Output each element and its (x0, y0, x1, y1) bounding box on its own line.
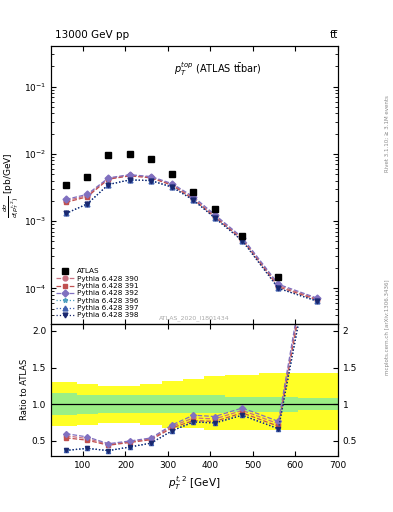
ATLAS (170, 171, 174, 177)
Line: Pythia 6.428 390: Pythia 6.428 390 (64, 173, 319, 301)
Pythia 6.428 390 (106, 176, 111, 182)
ATLAS (212, 206, 217, 212)
Line: Pythia 6.428 398: Pythia 6.428 398 (64, 178, 319, 304)
Pythia 6.428 392 (106, 175, 111, 181)
Line: Pythia 6.428 397: Pythia 6.428 397 (64, 178, 319, 304)
Pythia 6.428 391 (212, 214, 217, 220)
Pythia 6.428 396 (127, 177, 132, 183)
Pythia 6.428 391 (149, 175, 153, 181)
Pythia 6.428 391 (85, 194, 90, 200)
Pythia 6.428 391 (314, 296, 319, 303)
ATLAS (127, 152, 132, 158)
Pythia 6.428 396 (212, 215, 217, 221)
ATLAS (85, 174, 90, 180)
Pythia 6.428 391 (106, 176, 111, 182)
Text: 13000 GeV pp: 13000 GeV pp (55, 30, 129, 40)
Line: Pythia 6.428 392: Pythia 6.428 392 (64, 172, 319, 301)
ATLAS (106, 152, 111, 158)
Pythia 6.428 390 (64, 198, 68, 204)
Y-axis label: $\frac{d\sigma}{d(p_T^{t,2})}\ [\mathrm{pb/GeV}]$: $\frac{d\sigma}{d(p_T^{t,2})}\ [\mathrm{… (1, 152, 21, 218)
Pythia 6.428 398 (106, 181, 111, 187)
Pythia 6.428 396 (276, 285, 281, 291)
Pythia 6.428 392 (314, 295, 319, 301)
Pythia 6.428 391 (191, 197, 196, 203)
ATLAS (276, 273, 281, 280)
Pythia 6.428 390 (191, 195, 196, 201)
Pythia 6.428 397 (85, 201, 90, 207)
Text: tt̅: tt̅ (330, 30, 338, 40)
Pythia 6.428 392 (276, 281, 281, 287)
Pythia 6.428 391 (240, 237, 245, 243)
Pythia 6.428 392 (127, 172, 132, 178)
Pythia 6.428 396 (85, 201, 90, 207)
Pythia 6.428 397 (106, 181, 111, 187)
Pythia 6.428 390 (314, 296, 319, 302)
Pythia 6.428 392 (170, 181, 174, 187)
Pythia 6.428 392 (191, 194, 196, 200)
Pythia 6.428 392 (85, 191, 90, 198)
Pythia 6.428 390 (240, 236, 245, 242)
Text: $p_T^{top}$ (ATLAS t$\bar{\mathrm{t}}$bar): $p_T^{top}$ (ATLAS t$\bar{\mathrm{t}}$ba… (174, 60, 261, 78)
Line: Pythia 6.428 391: Pythia 6.428 391 (64, 174, 319, 302)
Pythia 6.428 398 (170, 184, 174, 190)
Line: Pythia 6.428 396: Pythia 6.428 396 (64, 178, 319, 304)
Pythia 6.428 397 (170, 184, 174, 190)
Pythia 6.428 396 (240, 238, 245, 244)
Pythia 6.428 398 (276, 285, 281, 291)
Text: Rivet 3.1.10; ≥ 3.1M events: Rivet 3.1.10; ≥ 3.1M events (385, 95, 390, 172)
Pythia 6.428 398 (85, 201, 90, 207)
Pythia 6.428 397 (240, 238, 245, 244)
Pythia 6.428 397 (127, 177, 132, 183)
Pythia 6.428 396 (314, 298, 319, 304)
Text: ATLAS_2020_I1801434: ATLAS_2020_I1801434 (159, 315, 230, 321)
Pythia 6.428 398 (240, 238, 245, 244)
Pythia 6.428 396 (149, 178, 153, 184)
Pythia 6.428 392 (149, 174, 153, 180)
Pythia 6.428 390 (212, 212, 217, 219)
Pythia 6.428 392 (240, 234, 245, 241)
Pythia 6.428 391 (276, 284, 281, 290)
ATLAS (64, 181, 68, 187)
Pythia 6.428 397 (64, 210, 68, 217)
Pythia 6.428 391 (64, 199, 68, 205)
Pythia 6.428 398 (314, 298, 319, 304)
Pythia 6.428 390 (170, 181, 174, 187)
Pythia 6.428 397 (149, 178, 153, 184)
Legend: ATLAS, Pythia 6.428 390, Pythia 6.428 391, Pythia 6.428 392, Pythia 6.428 396, P: ATLAS, Pythia 6.428 390, Pythia 6.428 39… (55, 267, 140, 320)
Pythia 6.428 392 (64, 197, 68, 203)
Line: ATLAS: ATLAS (63, 152, 320, 340)
ATLAS (314, 334, 319, 340)
Pythia 6.428 391 (170, 182, 174, 188)
Pythia 6.428 397 (191, 197, 196, 203)
ATLAS (240, 233, 245, 239)
Pythia 6.428 396 (64, 210, 68, 217)
X-axis label: $p_T^{t,2}$ [GeV]: $p_T^{t,2}$ [GeV] (168, 475, 221, 493)
Pythia 6.428 398 (127, 177, 132, 183)
ATLAS (191, 189, 196, 195)
Pythia 6.428 398 (212, 215, 217, 221)
Pythia 6.428 390 (85, 193, 90, 199)
Y-axis label: Ratio to ATLAS: Ratio to ATLAS (20, 359, 29, 420)
Pythia 6.428 396 (191, 197, 196, 203)
Pythia 6.428 398 (191, 197, 196, 203)
Pythia 6.428 390 (149, 174, 153, 180)
Pythia 6.428 391 (127, 173, 132, 179)
Pythia 6.428 392 (212, 211, 217, 218)
Pythia 6.428 397 (276, 285, 281, 291)
Pythia 6.428 390 (127, 172, 132, 178)
Pythia 6.428 390 (276, 283, 281, 289)
Pythia 6.428 398 (149, 178, 153, 184)
Text: mcplots.cern.ch [arXiv:1306.3436]: mcplots.cern.ch [arXiv:1306.3436] (385, 280, 390, 375)
ATLAS (149, 156, 153, 162)
Pythia 6.428 396 (170, 184, 174, 190)
Pythia 6.428 397 (314, 298, 319, 304)
Pythia 6.428 396 (106, 181, 111, 187)
Pythia 6.428 398 (64, 210, 68, 217)
Pythia 6.428 397 (212, 215, 217, 221)
